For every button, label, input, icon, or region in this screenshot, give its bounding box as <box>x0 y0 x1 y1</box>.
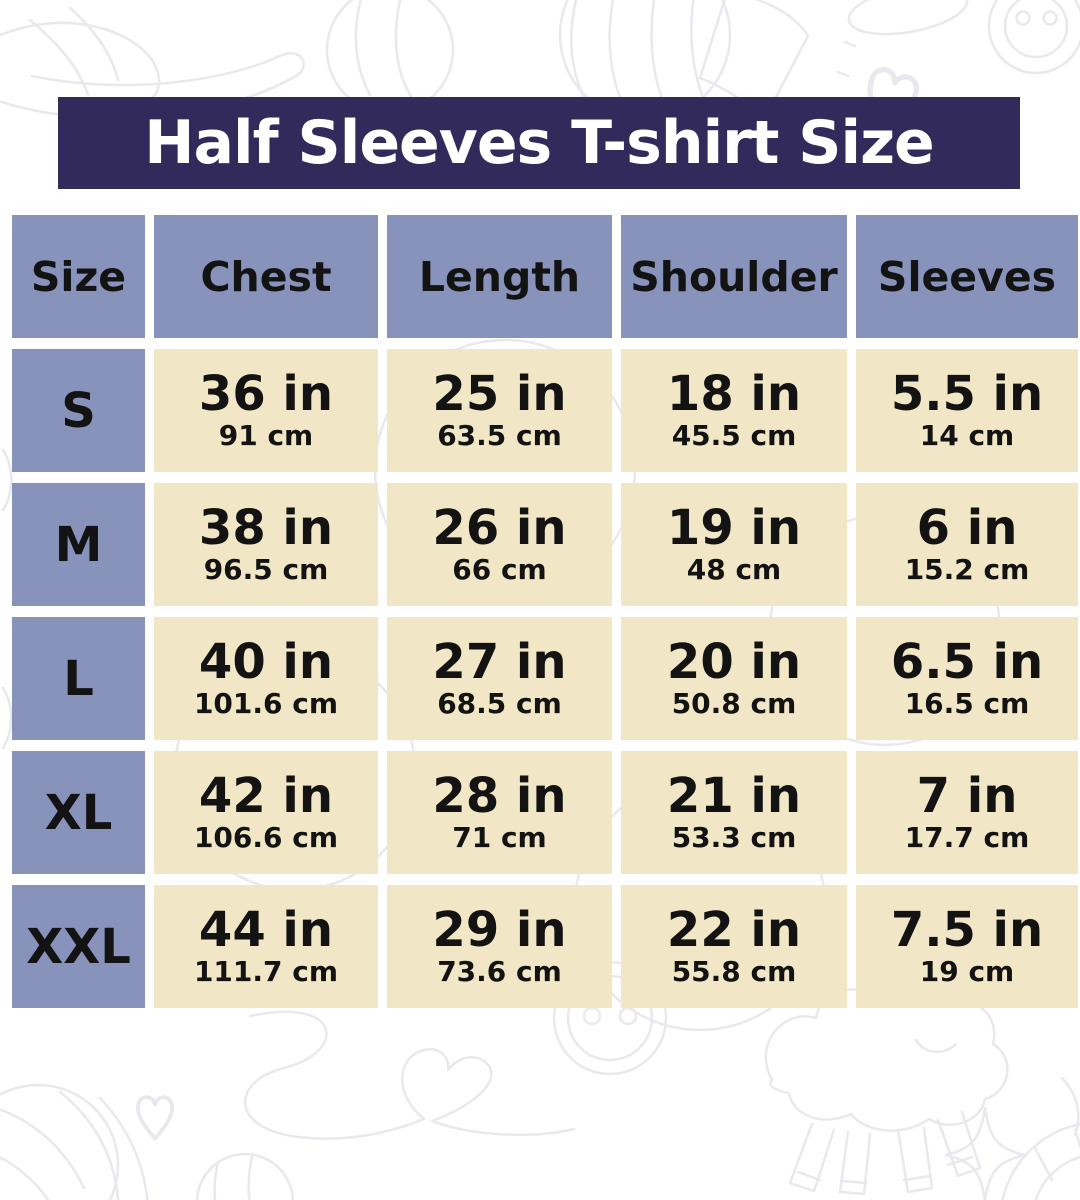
row-label-s: S <box>12 349 145 472</box>
sheep-doodle <box>764 982 1009 1196</box>
thread-heart-doodle <box>244 1010 576 1140</box>
value-cm: 14 cm <box>919 419 1015 453</box>
col-header-length: Length <box>387 215 612 338</box>
value-inches: 42 in <box>198 767 334 824</box>
yarn-ball-doodle <box>1001 1122 1080 1200</box>
cell-l-shoulder: 20 in 50.8 cm <box>621 617 847 740</box>
row-label-xxl: XXL <box>12 885 145 1008</box>
cell-l-length: 27 in 68.5 cm <box>387 617 612 740</box>
cell-m-shoulder: 19 in 48 cm <box>621 483 847 606</box>
col-header-chest: Chest <box>154 215 378 338</box>
cell-xl-sleeves: 7 in 17.7 cm <box>856 751 1078 874</box>
cell-l-chest: 40 in 101.6 cm <box>154 617 378 740</box>
value-cm: 96.5 cm <box>203 553 329 587</box>
cell-xl-length: 28 in 71 cm <box>387 751 612 874</box>
value-inches: 7.5 in <box>890 901 1044 958</box>
value-inches: 19 in <box>666 499 802 556</box>
yarn-ball-doodle <box>195 1152 295 1200</box>
cell-s-length: 25 in 63.5 cm <box>387 349 612 472</box>
value-cm: 17.7 cm <box>904 821 1030 855</box>
button-doodle <box>987 0 1080 75</box>
title-banner: Half Sleeves T-shirt Size <box>58 97 1020 189</box>
value-inches: 44 in <box>198 901 334 958</box>
value-cm: 91 cm <box>218 419 314 453</box>
value-inches: 26 in <box>432 499 567 556</box>
value-inches: 7 in <box>916 767 1018 824</box>
value-inches: 5.5 in <box>890 365 1044 422</box>
value-cm: 45.5 cm <box>671 419 797 453</box>
value-cm: 16.5 cm <box>904 687 1030 721</box>
value-cm: 68.5 cm <box>437 687 562 721</box>
col-header-sleeves: Sleeves <box>856 215 1078 338</box>
value-cm: 111.7 cm <box>193 955 339 989</box>
value-cm: 15.2 cm <box>904 553 1030 587</box>
cell-xxl-length: 29 in 73.6 cm <box>387 885 612 1008</box>
col-header-shoulder: Shoulder <box>621 215 847 338</box>
value-inches: 22 in <box>666 901 802 958</box>
value-inches: 38 in <box>198 499 334 556</box>
cell-xxl-shoulder: 22 in 55.8 cm <box>621 885 847 1008</box>
col-header-size: Size <box>12 215 145 338</box>
value-cm: 53.3 cm <box>671 821 797 855</box>
cell-xxl-chest: 44 in 111.7 cm <box>154 885 378 1008</box>
safety-pin-doodle <box>847 0 969 36</box>
value-inches: 6.5 in <box>890 633 1044 690</box>
cell-xxl-sleeves: 7.5 in 19 cm <box>856 885 1078 1008</box>
cell-m-length: 26 in 66 cm <box>387 483 612 606</box>
page-title: Half Sleeves T-shirt Size <box>144 108 934 178</box>
cell-s-shoulder: 18 in 45.5 cm <box>621 349 847 472</box>
value-cm: 63.5 cm <box>437 419 562 453</box>
row-label-xl: XL <box>12 751 145 874</box>
sparkle-doodle <box>944 1106 1026 1200</box>
value-inches: 40 in <box>198 633 334 690</box>
value-cm: 19 cm <box>919 955 1015 989</box>
value-inches: 29 in <box>432 901 567 958</box>
heart-doodle <box>136 1095 175 1141</box>
value-inches: 36 in <box>198 365 334 422</box>
cell-m-chest: 38 in 96.5 cm <box>154 483 378 606</box>
value-cm: 101.6 cm <box>193 687 339 721</box>
cell-l-sleeves: 6.5 in 16.5 cm <box>856 617 1078 740</box>
value-inches: 21 in <box>666 767 802 824</box>
row-label-m: M <box>12 483 145 606</box>
value-cm: 106.6 cm <box>193 821 339 855</box>
value-inches: 27 in <box>432 633 567 690</box>
cell-m-sleeves: 6 in 15.2 cm <box>856 483 1078 606</box>
yarn-ball-doodle <box>0 1083 149 1200</box>
cell-s-sleeves: 5.5 in 14 cm <box>856 349 1078 472</box>
value-inches: 18 in <box>666 365 802 422</box>
cell-xl-chest: 42 in 106.6 cm <box>154 751 378 874</box>
value-inches: 6 in <box>916 499 1018 556</box>
value-cm: 66 cm <box>452 553 547 587</box>
cell-s-chest: 36 in 91 cm <box>154 349 378 472</box>
value-inches: 28 in <box>432 767 567 824</box>
value-cm: 48 cm <box>686 553 782 587</box>
size-chart-table: Size Chest Length Shoulder Sleeves S 36 … <box>12 215 1078 1008</box>
value-cm: 55.8 cm <box>671 955 797 989</box>
value-inches: 20 in <box>666 633 802 690</box>
row-label-l: L <box>12 617 145 740</box>
value-cm: 71 cm <box>452 821 547 855</box>
value-inches: 25 in <box>432 365 567 422</box>
value-cm: 50.8 cm <box>671 687 797 721</box>
value-cm: 73.6 cm <box>437 955 562 989</box>
cell-xl-shoulder: 21 in 53.3 cm <box>621 751 847 874</box>
